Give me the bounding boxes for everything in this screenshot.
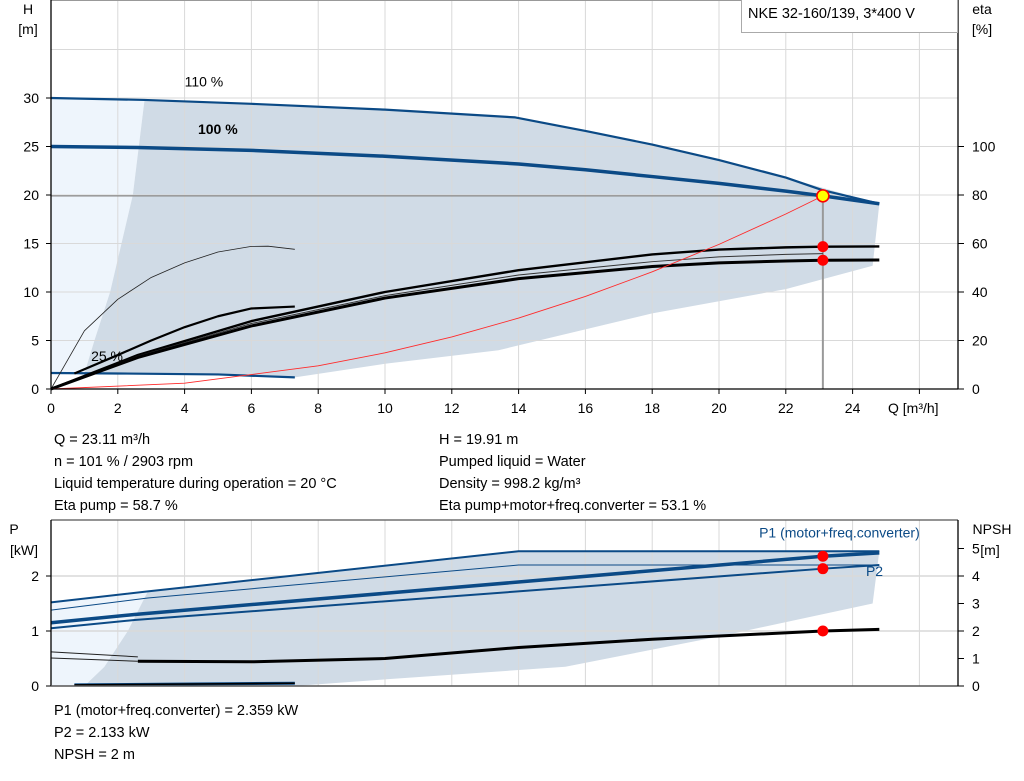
info-right: H = 19.91 m Pumped liquid = Water Densit…	[439, 429, 706, 517]
q-tick-label: 20	[711, 400, 727, 416]
p-tick-label: 0	[31, 678, 39, 694]
info-q: Q = 23.11 m³/h	[54, 432, 151, 448]
eta-tick-label: 0	[972, 381, 980, 397]
info-speed: n = 101 % / 2903 rpm	[54, 454, 194, 470]
power-curve-4-curve	[50, 651, 138, 658]
min-speed-npsh-curve	[74, 682, 295, 686]
p1-motor-freq-converter-curve	[50, 551, 880, 625]
q-tick-label: 16	[578, 400, 594, 416]
q-tick-label: 18	[644, 400, 660, 416]
25-curve	[50, 371, 295, 379]
info-p1: P1 (motor+freq.converter) = 2.359 kW	[54, 703, 299, 719]
power-curve-5-curve	[50, 657, 138, 662]
legend-box-text: NKE 32-160/139, 3*400 V	[748, 6, 915, 22]
curve-label: P2	[866, 563, 883, 579]
p-axis-title: P	[9, 521, 18, 537]
npsh-tick-label: 4	[972, 568, 980, 584]
curve-label: 25 %	[91, 348, 123, 364]
eta-tick-label: 60	[972, 236, 988, 252]
info-eta-total: Eta pump+motor+freq.converter = 53.1 %	[439, 498, 707, 514]
operating-range	[84, 551, 880, 686]
info-liquid: Pumped liquid = Water	[439, 454, 586, 470]
npsh-tick-label: 2	[972, 623, 980, 639]
duty-point	[816, 189, 830, 203]
eta-pump-point	[817, 241, 829, 253]
eta-total-point	[817, 254, 829, 266]
npsh-tick-label: 0	[972, 678, 980, 694]
h-tick-label: 0	[31, 381, 39, 397]
q-tick-label: 6	[248, 400, 256, 416]
q-tick-label: 10	[377, 400, 393, 416]
h-tick-label: 10	[23, 284, 39, 300]
info-h: H = 19.91 m	[439, 432, 519, 448]
curve-label: P1 (motor+freq.converter)	[759, 525, 920, 541]
info-npsh: NPSH = 2 m	[54, 747, 135, 763]
curve-4-curve	[73, 305, 295, 375]
curve-6-curve	[50, 253, 823, 390]
h-axis-title: H	[23, 1, 33, 17]
system-curve-curve	[50, 195, 824, 390]
legend-box: NKE 32-160/139, 3*400 V	[741, 0, 958, 33]
curve-3-curve	[50, 245, 295, 390]
q-axis-label: Q [m³/h]	[888, 400, 939, 416]
info-eta-pump: Eta pump = 58.7 %	[54, 498, 178, 514]
eta-pump-motor-freq-converter-curve	[50, 258, 880, 391]
q-tick-label: 8	[314, 400, 322, 416]
p2-point	[817, 563, 829, 575]
eta-tick-label: 20	[972, 333, 988, 349]
eta-pump-curve	[50, 245, 880, 391]
npsh-tick-label: 3	[972, 596, 980, 612]
p-tick-label: 2	[31, 568, 39, 584]
eta-tick-label: 80	[972, 187, 988, 203]
eta-tick-label: 100	[972, 139, 996, 155]
info-left: Q = 23.11 m³/h n = 101 % / 2903 rpm Liqu…	[54, 429, 337, 517]
q-tick-label: 22	[778, 400, 794, 416]
p-tick-label: 1	[31, 623, 39, 639]
100-curve	[50, 144, 880, 206]
eta-tick-label: 40	[972, 284, 988, 300]
h-axis-unit: [m]	[18, 21, 37, 37]
q-tick-label: 4	[181, 400, 189, 416]
npsh-tick-label: 1	[972, 651, 980, 667]
h-tick-label: 30	[23, 90, 39, 106]
eta-axis-unit: [%]	[972, 21, 992, 37]
q-tick-label: 0	[47, 400, 55, 416]
npsh-point	[817, 625, 829, 637]
eta-axis-title: eta	[972, 1, 992, 17]
q-tick-label: 14	[511, 400, 527, 416]
q-tick-label: 12	[444, 400, 460, 416]
h-tick-label: 15	[23, 236, 39, 252]
q-tick-label: 24	[845, 400, 861, 416]
curve-label: 110 %	[185, 73, 224, 89]
curve-label: 100 %	[198, 121, 238, 137]
h-tick-label: 20	[23, 187, 39, 203]
p-axis-unit: [kW]	[10, 542, 38, 558]
q-tick-label: 2	[114, 400, 122, 416]
p2-curve	[50, 564, 880, 630]
info-liquid-temp: Liquid temperature during operation = 20…	[54, 476, 337, 492]
npsh-axis-unit: [m]	[980, 542, 999, 558]
h-tick-label: 5	[31, 333, 39, 349]
light-region	[51, 98, 145, 374]
npsh-axis-title: NPSH	[973, 521, 1012, 537]
info-p2: P2 = 2.133 kW	[54, 725, 150, 741]
110-curve	[50, 96, 880, 205]
h-tick-label: 25	[23, 139, 39, 155]
p1-point	[817, 550, 829, 562]
info-density: Density = 998.2 kg/m³	[439, 476, 581, 492]
npsh-tick-label: 5	[972, 541, 980, 557]
power-curve-0-curve	[50, 550, 880, 604]
info-bottom: P1 (motor+freq.converter) = 2.359 kW P2 …	[54, 700, 298, 766]
